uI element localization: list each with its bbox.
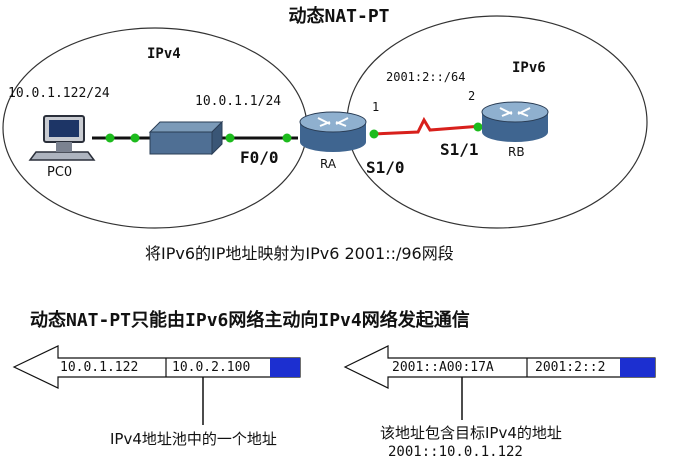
serial-link [371, 116, 483, 136]
router-rb-label: RB [508, 145, 525, 159]
pc-ip-label: 10.0.1.122/24 [8, 86, 110, 101]
port-dot [225, 133, 235, 143]
switch-icon [148, 120, 224, 156]
right-packet-src: 2001:2::2 [535, 360, 606, 375]
right-packet-note-1: 该地址包含目标IPv4的地址 [380, 424, 562, 442]
ipv6-zone-label: IPv6 [512, 60, 546, 76]
router-ra-icon [299, 111, 367, 152]
link-end-1-label: 1 [372, 100, 380, 114]
port-dot [369, 129, 379, 139]
right-packet-arrow [343, 345, 656, 389]
diagram-title: 动态NAT-PT [288, 6, 390, 27]
router-rb-icon [481, 101, 549, 142]
blue-bar [620, 358, 655, 377]
mapping-caption: 将IPv6的IP地址映射为IPv6 2001::/96网段 [145, 244, 454, 263]
ipv6-net-label: 2001:2::/64 [386, 70, 466, 84]
interface-s10-label: S1/0 [366, 158, 405, 177]
port-dot [473, 122, 483, 132]
pc-icon [28, 115, 96, 161]
left-packet-arrow [12, 345, 301, 389]
gateway-ip-label: 10.0.1.1/24 [195, 94, 282, 109]
pc-name-label: PC0 [47, 165, 73, 180]
right-packet-dst: 2001::A00:17A [392, 360, 494, 375]
left-packet-dst: 10.0.1.122 [60, 360, 139, 375]
interface-f00-label: F0/0 [240, 148, 279, 167]
ipv4-zone-label: IPv4 [147, 46, 181, 62]
port-dot [130, 133, 140, 143]
left-packet-note: IPv4地址池中的一个地址 [110, 430, 277, 448]
headline: 动态NAT-PT只能由IPv6网络主动向IPv4网络发起通信 [30, 310, 470, 331]
interface-s11-label: S1/1 [440, 140, 479, 159]
blue-bar [270, 358, 300, 377]
left-packet-src: 10.0.2.100 [172, 360, 251, 375]
router-ra-label: RA [320, 157, 337, 171]
port-dot [105, 133, 115, 143]
port-dot [282, 133, 292, 143]
right-packet-note-2: 2001::10.0.1.122 [388, 444, 523, 460]
link-end-2-label: 2 [468, 89, 476, 103]
